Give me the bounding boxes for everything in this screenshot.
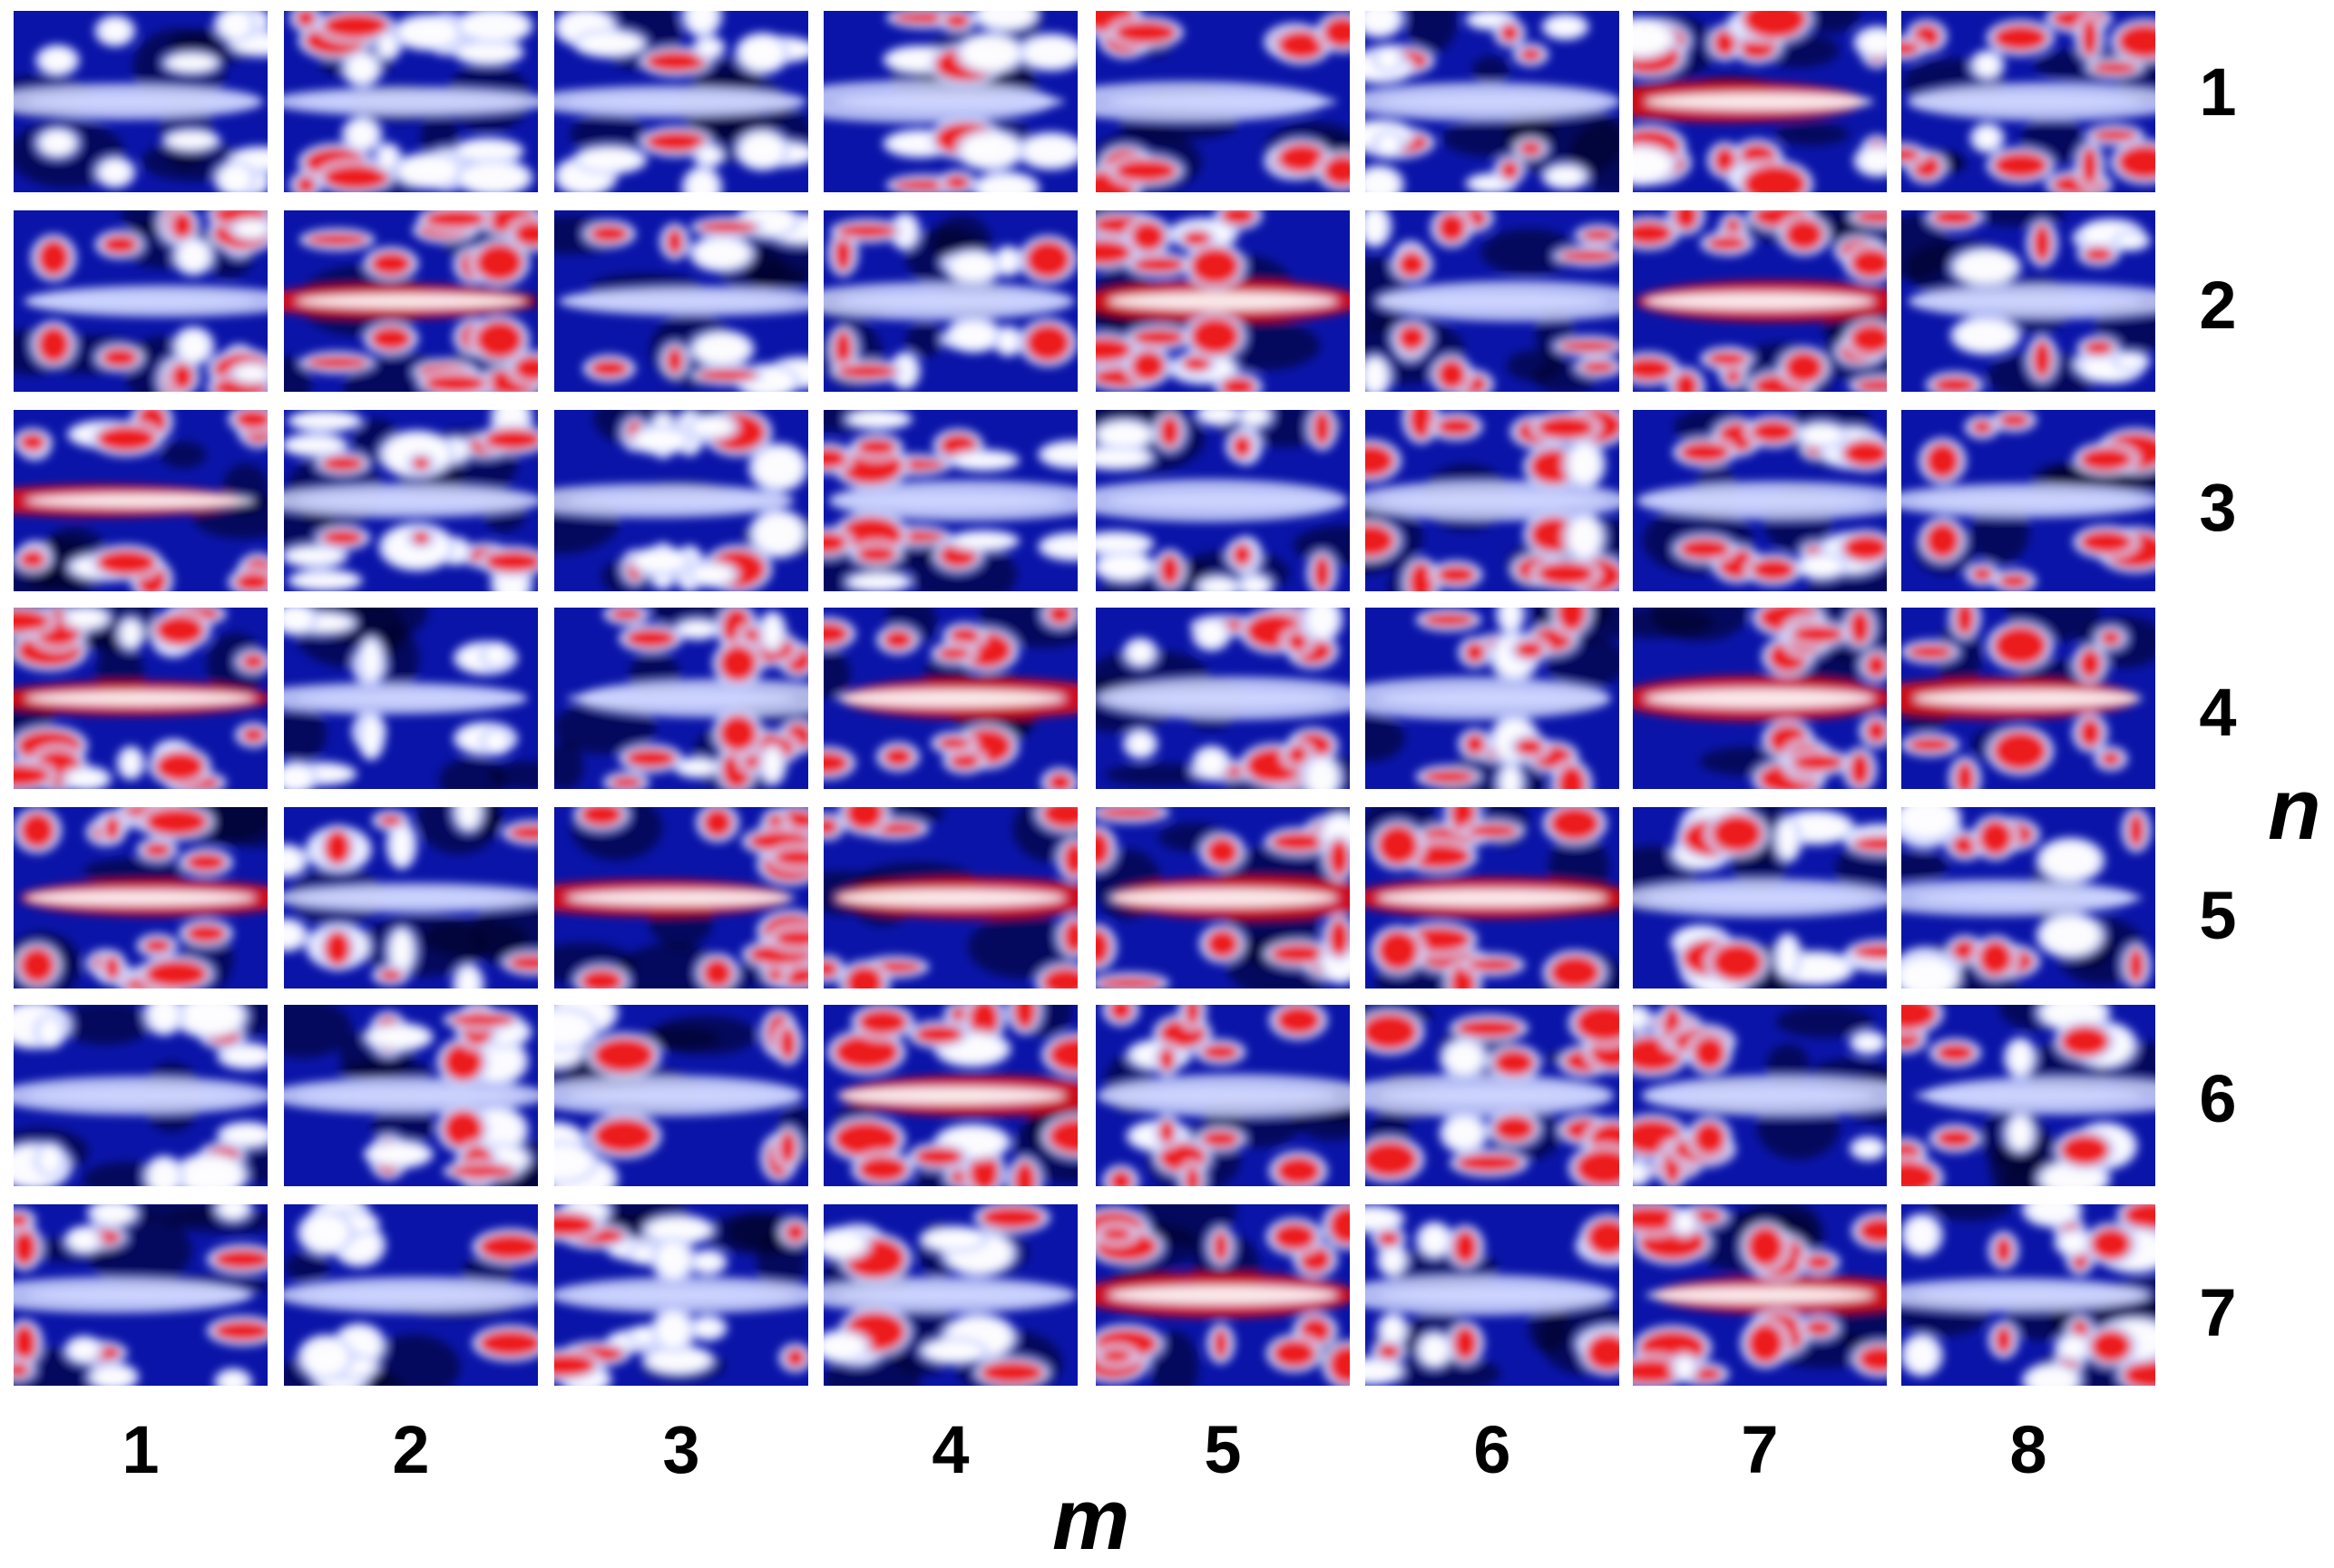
mode-panel-n4-m4 <box>824 608 1078 789</box>
mode-panel-n5-m1 <box>14 807 268 989</box>
mode-panel-n3-m1 <box>14 410 268 591</box>
column-label-m2: 2 <box>392 1412 430 1487</box>
mode-panel-n5-m2 <box>284 807 538 989</box>
row-label-n5: 5 <box>2199 878 2237 953</box>
mode-panel-n1-m1 <box>14 11 268 192</box>
mode-panel-n3-m2 <box>284 410 538 591</box>
mode-panel-n5-m4 <box>824 807 1078 989</box>
mode-panel-n1-m2 <box>284 11 538 192</box>
mode-panel-n2-m4 <box>824 210 1078 392</box>
row-label-n4: 4 <box>2199 675 2237 750</box>
mode-panel-n6-m8 <box>1901 1005 2155 1186</box>
mode-panel-n2-m1 <box>14 210 268 392</box>
mode-panel-n7-m7 <box>1633 1204 1887 1386</box>
mode-panel-n2-m5 <box>1096 210 1350 392</box>
mode-panel-n4-m1 <box>14 608 268 789</box>
mode-panel-n1-m8 <box>1901 11 2155 192</box>
mode-panel-n7-m5 <box>1096 1204 1350 1386</box>
mode-panel-n2-m2 <box>284 210 538 392</box>
mode-panel-n4-m3 <box>554 608 808 789</box>
mode-panel-n1-m5 <box>1096 11 1350 192</box>
mode-panel-n3-m6 <box>1365 410 1619 591</box>
x-axis-label: m <box>1052 1471 1130 1568</box>
mode-panel-n3-m7 <box>1633 410 1887 591</box>
mode-panel-n2-m7 <box>1633 210 1887 392</box>
mode-panel-n4-m2 <box>284 608 538 789</box>
mode-panel-n6-m1 <box>14 1005 268 1186</box>
mode-panel-n1-m4 <box>824 11 1078 192</box>
mode-panel-n6-m5 <box>1096 1005 1350 1186</box>
mode-panel-n3-m8 <box>1901 410 2155 591</box>
row-label-n1: 1 <box>2199 54 2237 130</box>
mode-panel-n1-m3 <box>554 11 808 192</box>
y-axis-label: n <box>2268 761 2321 858</box>
mode-panel-n6-m4 <box>824 1005 1078 1186</box>
mode-panel-n3-m3 <box>554 410 808 591</box>
mode-panel-n4-m8 <box>1901 608 2155 789</box>
mode-panel-n5-m7 <box>1633 807 1887 989</box>
mode-panel-n3-m5 <box>1096 410 1350 591</box>
mode-panel-n1-m7 <box>1633 11 1887 192</box>
row-label-n7: 7 <box>2199 1275 2237 1350</box>
column-label-m7: 7 <box>1741 1412 1779 1487</box>
mode-panel-n6-m2 <box>284 1005 538 1186</box>
mode-panel-n1-m6 <box>1365 11 1619 192</box>
column-label-m4: 4 <box>932 1412 970 1487</box>
mode-panel-n7-m6 <box>1365 1204 1619 1386</box>
mode-panel-n2-m3 <box>554 210 808 392</box>
column-label-m6: 6 <box>1473 1412 1511 1487</box>
mode-panel-n4-m7 <box>1633 608 1887 789</box>
mode-panel-n2-m6 <box>1365 210 1619 392</box>
mode-panel-n2-m8 <box>1901 210 2155 392</box>
mode-panel-n7-m8 <box>1901 1204 2155 1386</box>
mode-panel-n6-m7 <box>1633 1005 1887 1186</box>
mode-panel-n7-m3 <box>554 1204 808 1386</box>
mode-panel-n3-m4 <box>824 410 1078 591</box>
column-label-m8: 8 <box>2009 1412 2047 1487</box>
mode-panel-n7-m2 <box>284 1204 538 1386</box>
mode-panel-n7-m1 <box>14 1204 268 1386</box>
mode-panel-n4-m5 <box>1096 608 1350 789</box>
column-label-m1: 1 <box>122 1412 160 1487</box>
mode-panel-n5-m3 <box>554 807 808 989</box>
mode-panel-n5-m8 <box>1901 807 2155 989</box>
column-label-m3: 3 <box>662 1412 700 1487</box>
row-label-n2: 2 <box>2199 268 2237 343</box>
row-label-n3: 3 <box>2199 470 2237 545</box>
column-label-m5: 5 <box>1204 1412 1242 1487</box>
mode-panel-n5-m6 <box>1365 807 1619 989</box>
mode-panel-n5-m5 <box>1096 807 1350 989</box>
mode-panel-n6-m6 <box>1365 1005 1619 1186</box>
mode-panel-n4-m6 <box>1365 608 1619 789</box>
mode-panel-n6-m3 <box>554 1005 808 1186</box>
mode-panel-n7-m4 <box>824 1204 1078 1386</box>
row-label-n6: 6 <box>2199 1061 2237 1136</box>
